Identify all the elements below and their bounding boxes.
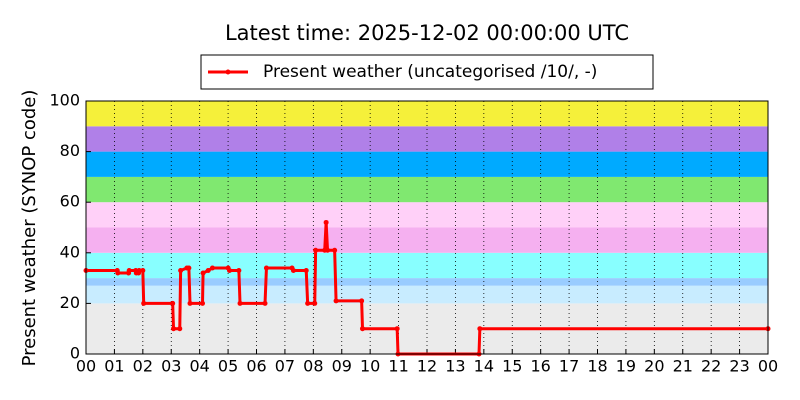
background-band — [86, 202, 768, 228]
data-point — [333, 298, 339, 304]
y-tick-label: 60 — [60, 192, 80, 211]
y-tick-label: 40 — [60, 242, 80, 261]
x-tick-label: 18 — [587, 357, 607, 376]
x-tick-label: 00 — [758, 357, 778, 376]
data-point — [141, 300, 147, 306]
y-tick-label: 0 — [70, 344, 80, 363]
x-tick-label: 11 — [388, 357, 408, 376]
data-point — [303, 268, 309, 274]
x-tick-label: 21 — [673, 357, 693, 376]
data-point — [200, 300, 206, 306]
x-tick-label: 07 — [275, 357, 295, 376]
x-tick-label: 01 — [104, 357, 124, 376]
background-band — [86, 151, 768, 177]
y-axis-label: Present weather (SYNOP code) — [19, 90, 40, 367]
data-point — [290, 268, 296, 274]
x-tick-label: 22 — [701, 357, 721, 376]
data-point — [359, 326, 365, 332]
x-tick-label: 15 — [502, 357, 522, 376]
data-point — [209, 265, 215, 271]
x-tick-label: 02 — [133, 357, 153, 376]
data-point — [262, 300, 268, 306]
data-point — [359, 298, 365, 304]
x-tick-label: 10 — [360, 357, 380, 376]
data-point — [305, 300, 311, 306]
data-point — [136, 268, 142, 274]
y-tick-label: 80 — [60, 141, 80, 160]
x-tick-label: 06 — [246, 357, 266, 376]
data-point — [394, 326, 400, 332]
x-tick-label: 23 — [729, 357, 749, 376]
data-point — [170, 300, 176, 306]
data-point — [126, 268, 132, 274]
data-point — [205, 268, 211, 274]
y-tick-label: 100 — [49, 91, 80, 110]
x-tick-label: 00 — [76, 357, 96, 376]
data-point — [187, 300, 193, 306]
data-point — [177, 326, 183, 332]
chart-title: Latest time: 2025-12-02 00:00:00 UTC — [225, 21, 629, 45]
data-point — [332, 247, 338, 253]
data-point — [236, 268, 242, 274]
data-point — [477, 326, 483, 332]
data-point — [200, 270, 206, 276]
data-point — [178, 268, 184, 274]
data-point — [186, 265, 192, 271]
background-band — [86, 227, 768, 253]
data-point — [140, 268, 146, 274]
data-point — [227, 268, 233, 274]
x-tick-label: 09 — [332, 357, 352, 376]
data-point — [263, 265, 269, 271]
legend-label: Present weather (uncategorised /10/, -) — [263, 62, 597, 82]
x-tick-label: 14 — [474, 357, 494, 376]
data-point — [325, 247, 331, 253]
data-point — [313, 247, 319, 253]
x-tick-label: 03 — [161, 357, 181, 376]
data-point — [312, 300, 318, 306]
background-band — [86, 126, 768, 152]
x-tick-label: 05 — [218, 357, 238, 376]
data-point — [171, 326, 177, 332]
x-tick-label: 08 — [303, 357, 323, 376]
data-point — [237, 300, 243, 306]
plot-frame — [85, 100, 769, 355]
x-tick-label: 13 — [445, 357, 465, 376]
legend: Present weather (uncategorised /10/, -) — [200, 54, 654, 90]
x-tick-label: 04 — [189, 357, 209, 376]
x-tick-label: 12 — [417, 357, 437, 376]
y-tick-label: 20 — [60, 293, 80, 312]
x-tick-label: 19 — [616, 357, 636, 376]
x-tick-label: 16 — [530, 357, 550, 376]
data-point — [115, 270, 121, 276]
background-band — [86, 285, 768, 304]
x-tick-label: 17 — [559, 357, 579, 376]
x-tick-label: 20 — [644, 357, 664, 376]
legend-box — [200, 54, 654, 90]
legend-marker — [225, 69, 231, 75]
data-point — [323, 219, 329, 225]
